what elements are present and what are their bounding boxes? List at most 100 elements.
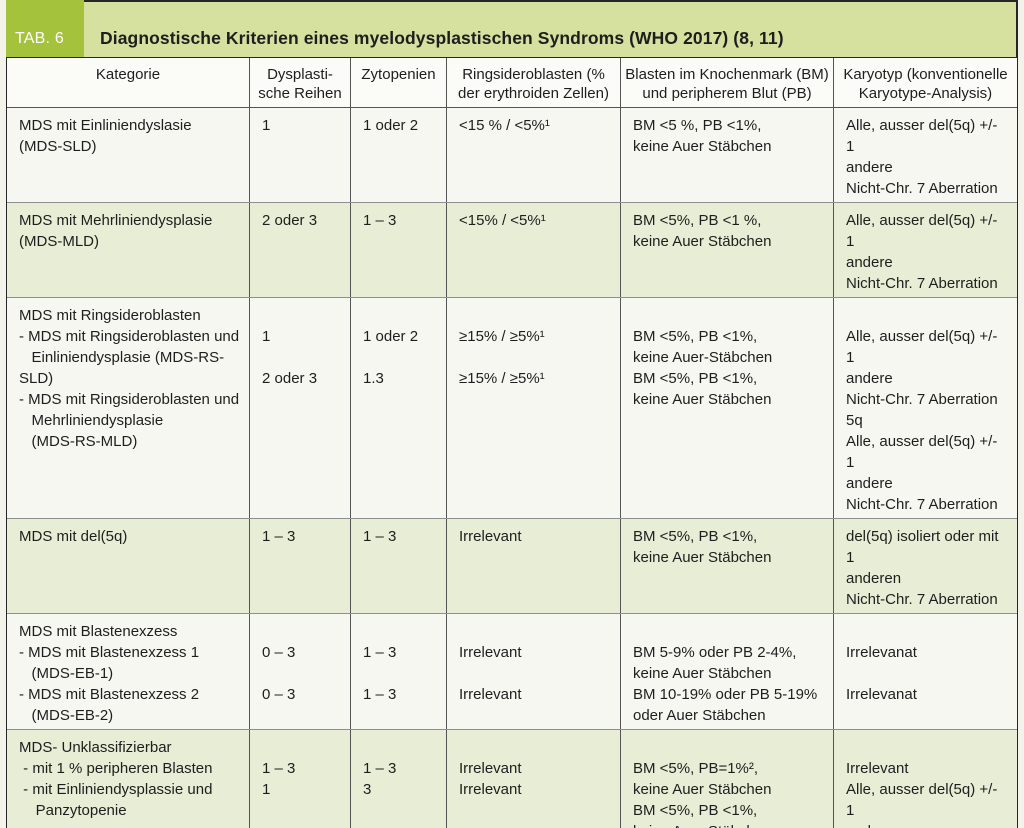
table-row: MDS mit Blastenexzess - MDS mit Blastenex… bbox=[7, 613, 1017, 729]
table-cell: Irrelevanat Irrelevanat bbox=[834, 614, 1017, 729]
cell-text: - mit 1 % peripheren Blasten bbox=[19, 760, 213, 777]
table-row: MDS mit del(5q) 1 – 3 1 – 3 Irrelevant BM <5… bbox=[7, 518, 1017, 613]
table-number-badge: TAB. 6 bbox=[6, 0, 84, 57]
table-cell: 2 oder 3 bbox=[250, 203, 351, 297]
cell-text: 1 – 3 bbox=[363, 528, 397, 545]
table-cell: Alle, ausser del(5q) +/- 1 andere Nicht-… bbox=[834, 298, 1017, 518]
cell-spacer bbox=[459, 800, 612, 821]
table-row: MDS mit Mehrliniendysplasie (MDS-MLD) 2 o… bbox=[7, 202, 1017, 297]
cell-text: BM <5%, PB <1%, keine Auer Stäbchen bbox=[633, 370, 772, 408]
cell-spacer bbox=[459, 663, 612, 684]
cell-text: MDS mit Ringsideroblasten bbox=[19, 307, 201, 324]
cell-text: Alle, ausser del(5q) +/- 1 andere Nicht-… bbox=[846, 212, 998, 292]
cell-text: - MDS mit Blastenexzess 1 (MDS-EB-1) bbox=[19, 644, 200, 682]
cell-text: MDS- Unklassifizierbar bbox=[19, 739, 172, 756]
cell-text: MDS mit Mehrliniendysplasie (MDS-MLD) bbox=[19, 212, 213, 250]
cell-text: Irrelevant bbox=[459, 781, 522, 798]
column-header: Kategorie bbox=[7, 58, 250, 107]
table-row: MDS mit Einliniendyslasie (MDS-SLD) 1 1 od… bbox=[7, 107, 1017, 202]
table-cell: 1 2 oder 3 bbox=[250, 298, 351, 518]
cell-text: ≥15% / ≥5%¹ bbox=[459, 370, 545, 387]
table-title-bar: TAB. 6 Diagnostische Kriterien eines mye… bbox=[6, 0, 1018, 57]
cell-text: BM <5%, PB=1%², keine Auer Stäbchen bbox=[633, 760, 772, 798]
table-cell: BM <5 %, PB <1%, keine Auer Stäbchen bbox=[621, 108, 834, 202]
table-cell: <15% / <5%¹ bbox=[447, 203, 621, 297]
table-cell: 1 – 3 bbox=[250, 519, 351, 613]
cell-text: del(5q) isoliert oder mit 1 anderen Nich… bbox=[846, 528, 999, 608]
cell-text: Alle, ausser del(5q) +/- 1 andere Nicht-… bbox=[846, 433, 998, 513]
table-cell: BM <5%, PB <1 %, keine Auer Stäbchen bbox=[621, 203, 834, 297]
table-cell: 1 – 3 bbox=[351, 203, 447, 297]
cell-text: Irrelevant bbox=[459, 686, 522, 703]
table-cell: 1 – 331 – 3 bbox=[351, 730, 447, 828]
cell-text: - mit Einliniendysplassie und Panzytopen… bbox=[23, 781, 213, 819]
table-cell: 1 – 3 1 – 3 bbox=[351, 614, 447, 729]
table-cell: 1 oder 2 1.3 bbox=[351, 298, 447, 518]
table-cell: 1 – 310 bbox=[250, 730, 351, 828]
column-header: Dysplasti- sche Reihen bbox=[250, 58, 351, 107]
cell-text: 1 bbox=[262, 781, 271, 798]
table-cell: Alle, ausser del(5q) +/- 1 andere Nicht-… bbox=[834, 108, 1017, 202]
cell-spacer bbox=[262, 305, 342, 326]
cell-text: BM <5 %, PB <1%, keine Auer Stäbchen bbox=[633, 117, 772, 155]
table-row: MDS mit Ringsideroblasten - MDS mit Rings… bbox=[7, 297, 1017, 518]
cell-spacer bbox=[459, 305, 612, 326]
cell-spacer bbox=[846, 305, 1009, 326]
cell-text: 1 – 3 bbox=[363, 760, 397, 777]
table-cell: 0 – 3 0 – 3 bbox=[250, 614, 351, 729]
cell-text: BM 5-9% oder PB 2-4%, keine Auer Stäbche… bbox=[633, 644, 797, 682]
cell-text: Alle, ausser del(5q) +/- 1 andere Nicht-… bbox=[846, 781, 998, 828]
cell-text: 1 – 3 bbox=[262, 528, 296, 545]
cell-text: Alle, ausser del(5q) +/- 1 andere Nicht-… bbox=[846, 117, 998, 197]
cell-spacer bbox=[459, 347, 612, 368]
cell-text: BM <5%, PB <1%, keine Auer Stäbchen bbox=[633, 802, 771, 828]
table-cell: MDS- Unklassifizierbar - mit 1 % periphe… bbox=[7, 730, 250, 828]
cell-text: Alle, ausser del(5q) +/- 1 andere Nicht-… bbox=[846, 328, 998, 429]
table-cell: 1 oder 2 bbox=[351, 108, 447, 202]
cell-text: 1 – 3 bbox=[363, 212, 397, 229]
cell-text: MDS mit del(5q) bbox=[19, 528, 128, 545]
cell-spacer bbox=[633, 621, 825, 642]
cell-text: Irrelevant bbox=[459, 644, 522, 661]
table-cell: BM <5%, PB <1%, keine Auer Stäbchen bbox=[621, 519, 834, 613]
cell-text: <15 % / <5%¹ bbox=[459, 117, 550, 134]
cell-spacer bbox=[262, 663, 342, 684]
cell-spacer bbox=[846, 663, 1009, 684]
diagnostic-criteria-table: Kategorie Dysplasti- sche Reihen Zytopenie… bbox=[6, 57, 1018, 828]
cell-spacer bbox=[262, 800, 342, 821]
cell-spacer bbox=[262, 347, 342, 368]
table-cell: BM <5%, PB=1%², keine Auer Stäbchen BM <5… bbox=[621, 730, 834, 828]
cell-spacer bbox=[633, 737, 825, 758]
column-header: Blasten im Knochenmark (BM) und peripher… bbox=[621, 58, 834, 107]
table-cell: 1 bbox=[250, 108, 351, 202]
cell-text: 2 oder 3 bbox=[262, 370, 318, 387]
table-cell: MDS mit Ringsideroblasten - MDS mit Rings… bbox=[7, 298, 250, 518]
cell-text: BM <5%, PB <1%, keine Auer Stäbchen bbox=[633, 528, 772, 566]
table-cell: MDS mit Mehrliniendysplasie (MDS-MLD) bbox=[7, 203, 250, 297]
table-title: Diagnostische Kriterien eines myelodyspl… bbox=[84, 0, 1018, 57]
table-cell: Irrelevant Alle, ausser del(5q) +/- 1 and… bbox=[834, 730, 1017, 828]
cell-spacer bbox=[262, 621, 342, 642]
cell-text: Irrelevant bbox=[459, 528, 522, 545]
cell-text: 2 oder 3 bbox=[262, 212, 318, 229]
cell-spacer bbox=[459, 737, 612, 758]
cell-text: - MDS mit Ringsideroblasten und Einlinie… bbox=[19, 328, 240, 387]
table-cell: del(5q) isoliert oder mit 1 anderen Nich… bbox=[834, 519, 1017, 613]
cell-spacer bbox=[633, 305, 825, 326]
cell-text: 3 bbox=[363, 781, 372, 798]
table-cell: Irrelevant bbox=[447, 519, 621, 613]
cell-text: ≥15% / ≥5%¹ bbox=[459, 328, 545, 345]
cell-spacer bbox=[846, 737, 1009, 758]
cell-text: 0 – 3 bbox=[262, 686, 296, 703]
table-cell: MDS mit del(5q) bbox=[7, 519, 250, 613]
table-cell: BM <5%, PB <1%, keine Auer-Stäbchen BM <5… bbox=[621, 298, 834, 518]
cell-text: 1 oder 2 bbox=[363, 117, 419, 134]
cell-text: 1 bbox=[262, 328, 271, 345]
cell-spacer bbox=[459, 821, 612, 828]
column-header: Ringsideroblasten (% der erythroiden Zel… bbox=[447, 58, 621, 107]
table-cell: MDS mit Blastenexzess - MDS mit Blastenex… bbox=[7, 614, 250, 729]
cell-text: 1.3 bbox=[363, 370, 384, 387]
cell-spacer bbox=[363, 621, 438, 642]
cell-spacer bbox=[363, 305, 438, 326]
table-cell: MDS mit Einliniendyslasie (MDS-SLD) bbox=[7, 108, 250, 202]
